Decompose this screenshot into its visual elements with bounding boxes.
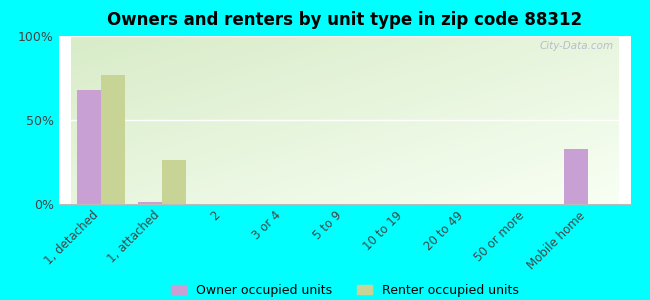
Bar (162, 160, 187, 204)
Title: Owners and renters by unit type in zip code 88312: Owners and renters by unit type in zip c… (107, 11, 582, 29)
Bar (138, 202, 162, 204)
Bar (564, 148, 588, 204)
Text: City-Data.com: City-Data.com (540, 41, 614, 51)
Legend: Owner occupied units, Renter occupied units: Owner occupied units, Renter occupied un… (166, 279, 523, 300)
Bar (101, 75, 125, 204)
Bar (77, 90, 101, 204)
